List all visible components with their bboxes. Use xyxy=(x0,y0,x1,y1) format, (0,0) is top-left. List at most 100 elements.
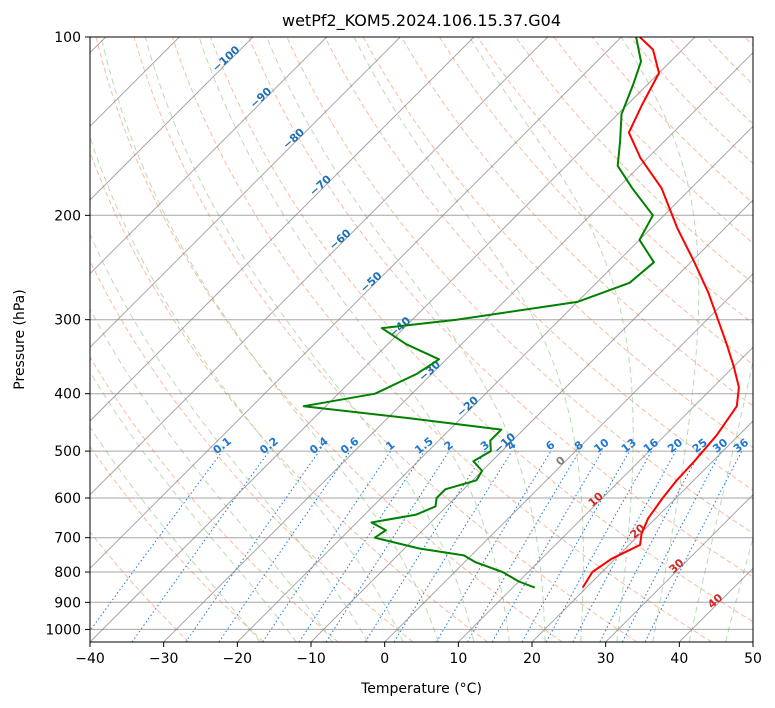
x-tick-label: 0 xyxy=(380,651,389,667)
isotherm xyxy=(90,37,549,496)
dewpoint-trace xyxy=(302,37,655,589)
moist-adiabat xyxy=(90,308,333,642)
dry-adiabat xyxy=(553,37,753,244)
y-axis-label: Pressure (hPa) xyxy=(12,289,28,389)
mixing-ratio-line xyxy=(393,450,513,642)
mixing-ratio-label: 1.5 xyxy=(412,435,435,457)
dry-adiabat xyxy=(591,37,753,204)
dry-adiabat xyxy=(90,356,339,642)
isotherm-label: −80 xyxy=(280,125,307,151)
isotherm-label: −10 xyxy=(491,430,518,456)
dry-adiabat xyxy=(706,37,753,86)
mixing-ratio-line xyxy=(90,450,223,632)
moist-adiabat xyxy=(620,37,700,642)
mixing-ratio-line xyxy=(545,450,653,642)
dry-adiabat xyxy=(324,37,753,491)
moist-adiabat xyxy=(469,37,634,642)
chart-title: wetPf2_KOM5.2024.106.15.37.G04 xyxy=(282,11,561,31)
mixing-ratio-line xyxy=(521,450,630,642)
temperature-trace xyxy=(581,37,740,589)
moist-adiabat xyxy=(725,536,753,642)
y-tick-label: 1000 xyxy=(45,622,81,638)
x-axis-label: Temperature (°C) xyxy=(360,681,482,697)
isotherm xyxy=(90,37,475,422)
mixing-ratio-label: 10 xyxy=(592,436,612,456)
mixing-ratio-label: 36 xyxy=(731,436,751,456)
dry-adiabat xyxy=(438,37,753,366)
dry-adiabat xyxy=(248,37,753,578)
moist-adiabat xyxy=(144,37,475,642)
dry-adiabat xyxy=(668,37,753,125)
y-tick-label: 400 xyxy=(54,387,81,403)
mixing-ratio-line xyxy=(325,450,450,642)
y-axis: 100 200 300 400 500 600 700 800 900 1000 xyxy=(45,30,90,638)
moist-adiabat xyxy=(100,37,439,642)
dry-adiabat xyxy=(133,37,638,642)
dry-adiabat xyxy=(515,37,753,284)
grid-layer xyxy=(90,37,753,642)
isotherm xyxy=(236,125,753,642)
y-tick-label: 600 xyxy=(54,491,81,507)
isotherm xyxy=(531,420,753,642)
trace-layer xyxy=(302,37,740,589)
mixing-ratio-line xyxy=(435,450,552,642)
mixing-ratio-label: 0.6 xyxy=(338,434,362,456)
x-tick-label: 50 xyxy=(744,651,762,667)
y-tick-label: 500 xyxy=(54,444,81,460)
mixing-ratio-label: 0.1 xyxy=(211,435,234,457)
x-tick-label: 20 xyxy=(523,651,541,667)
mixing-ratio-line xyxy=(298,450,425,642)
mixing-ratio-line xyxy=(218,450,351,642)
dry-adiabat xyxy=(400,37,753,407)
dry-adiabat xyxy=(90,531,190,642)
moist-adiabat xyxy=(90,370,297,642)
dry-adiabat xyxy=(90,445,264,642)
isotherm xyxy=(90,37,622,570)
isotherm-label: 10 xyxy=(586,490,606,510)
moist-adiabat xyxy=(688,358,753,642)
isotherm xyxy=(90,37,401,349)
y-tick-label: 900 xyxy=(54,595,81,611)
x-tick-label: −10 xyxy=(296,651,326,667)
y-tick-label: 800 xyxy=(54,565,81,581)
isotherm-label: −60 xyxy=(327,226,354,252)
mixing-ratio-label: 13 xyxy=(619,436,639,456)
isotherm xyxy=(90,37,328,275)
x-tick-label: 10 xyxy=(449,651,467,667)
isotherm xyxy=(752,641,753,642)
x-tick-label: 30 xyxy=(597,651,615,667)
x-axis: −40 −30 −20 −10 0 10 20 30 40 50 xyxy=(75,642,762,667)
mixing-ratio-label: 0.4 xyxy=(307,434,331,456)
x-tick-label: −30 xyxy=(149,651,179,667)
mixing-ratio-label: 20 xyxy=(665,436,685,456)
y-tick-label: 100 xyxy=(54,30,81,46)
isotherm-label: −90 xyxy=(247,85,274,111)
isotherm-label: −70 xyxy=(307,172,334,198)
moist-adiabat xyxy=(353,37,584,642)
x-tick-label: −40 xyxy=(75,651,105,667)
mixing-ratio-line xyxy=(599,450,701,642)
dry-adiabat xyxy=(90,259,414,642)
isotherm-label: −20 xyxy=(454,393,481,419)
mixing-ratio-label: 16 xyxy=(641,436,661,456)
mixing-ratio-line xyxy=(572,450,677,642)
isotherm xyxy=(310,199,753,642)
y-tick-label: 300 xyxy=(54,313,81,329)
isotherm xyxy=(163,51,753,642)
isotherm xyxy=(90,37,254,201)
isotherm-label: 30 xyxy=(667,556,687,576)
dry-adiabat xyxy=(362,37,753,449)
isotherm xyxy=(678,567,753,642)
dry-adiabat xyxy=(210,37,753,623)
moist-adiabat xyxy=(90,135,404,642)
x-tick-label: −20 xyxy=(223,651,253,667)
moist-adiabat xyxy=(90,426,261,642)
isotherm xyxy=(384,272,753,642)
isotherm xyxy=(605,493,753,642)
dry-adiabat xyxy=(90,150,488,642)
mixing-ratio-line xyxy=(644,450,743,642)
isotherm xyxy=(90,37,696,642)
x-tick-label: 40 xyxy=(670,651,688,667)
isotherm-label: −50 xyxy=(358,269,385,295)
moist-adiabat xyxy=(198,37,510,642)
